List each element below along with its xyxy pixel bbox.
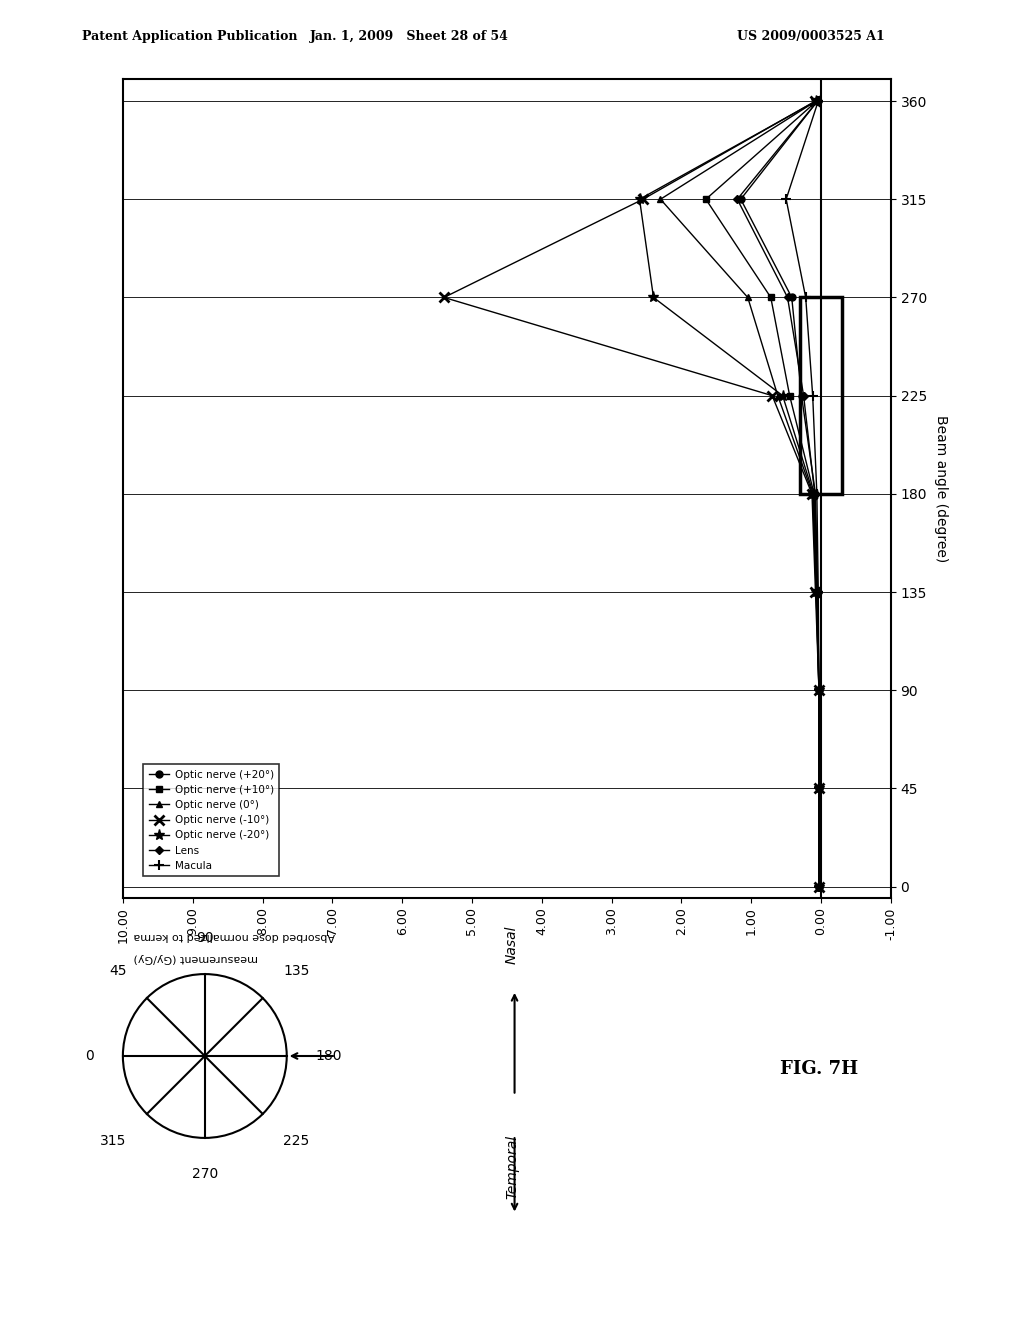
Text: 45: 45 [110, 964, 127, 978]
Text: 315: 315 [100, 1134, 127, 1148]
Text: 135: 135 [283, 964, 309, 978]
Y-axis label: Beam angle (degree): Beam angle (degree) [934, 414, 948, 562]
Legend: Optic nerve (+20°), Optic nerve (+10°), Optic nerve (0°), Optic nerve (-10°), Op: Optic nerve (+20°), Optic nerve (+10°), … [143, 764, 279, 876]
Text: Absorbed dose normalized to kerma: Absorbed dose normalized to kerma [133, 931, 335, 941]
Bar [800, 297, 842, 494]
Text: measurement (Gy/Gy): measurement (Gy/Gy) [133, 953, 258, 964]
Text: Jan. 1, 2009   Sheet 28 of 54: Jan. 1, 2009 Sheet 28 of 54 [310, 30, 509, 44]
Text: Nasal: Nasal [505, 925, 519, 964]
Text: US 2009/0003525 A1: US 2009/0003525 A1 [737, 30, 885, 44]
Text: 90: 90 [196, 932, 214, 945]
Text: FIG. 7H: FIG. 7H [780, 1060, 858, 1078]
Text: 0: 0 [85, 1049, 94, 1063]
Text: 225: 225 [283, 1134, 309, 1148]
Text: Temporal: Temporal [505, 1135, 519, 1200]
Text: 270: 270 [191, 1167, 218, 1180]
Text: Patent Application Publication: Patent Application Publication [82, 30, 297, 44]
Text: 180: 180 [315, 1049, 342, 1063]
